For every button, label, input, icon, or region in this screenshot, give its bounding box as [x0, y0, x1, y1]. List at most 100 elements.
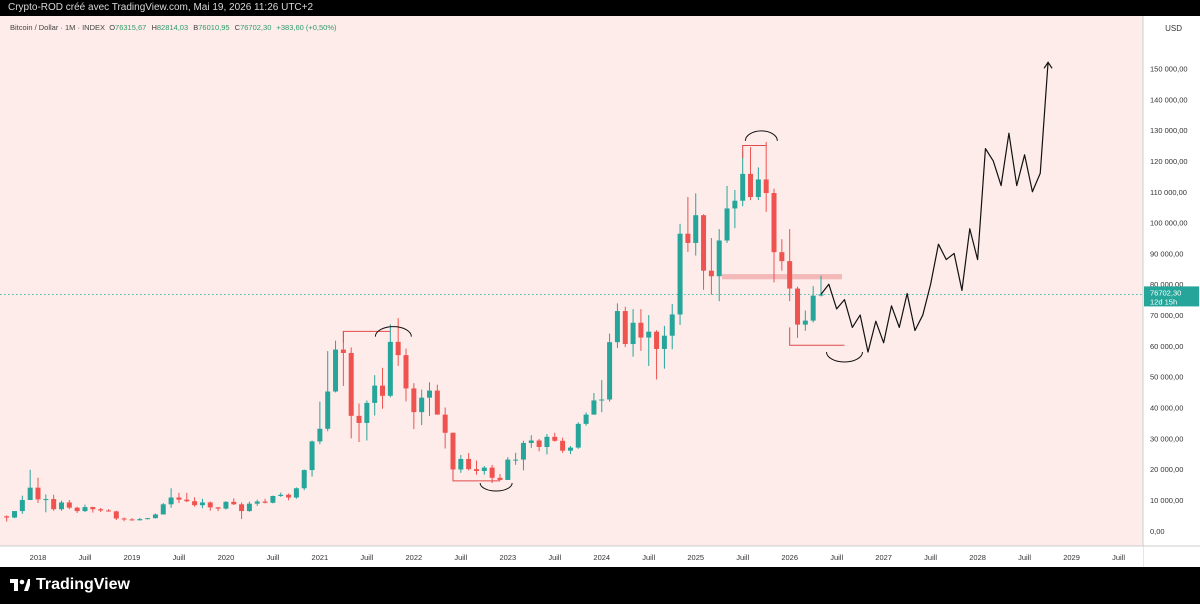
candle-body	[583, 414, 589, 424]
candle-body	[716, 240, 722, 277]
y-tick-label: 90 000,00	[1150, 249, 1183, 258]
candle-body	[701, 215, 707, 271]
candle-body	[262, 501, 268, 503]
y-tick-label: 120 000,00	[1150, 157, 1188, 166]
candle-body	[168, 497, 174, 505]
candle-body	[607, 342, 613, 400]
x-tick-label: 2024	[593, 553, 610, 562]
top-bracket-2021	[342, 330, 391, 343]
candle-body	[317, 428, 323, 442]
x-tick-label: 2018	[30, 553, 47, 562]
candle-body	[66, 502, 72, 508]
candle-body	[309, 441, 315, 471]
symbol-legend: Bitcoin / Dollar · 1M · INDEX O76315,67 …	[10, 23, 340, 32]
open-label: O	[109, 23, 116, 32]
x-tick-label: 2021	[312, 553, 329, 562]
candle-body	[90, 507, 96, 510]
x-tick-label: 2027	[875, 553, 892, 562]
y-tick-label: 110 000,00	[1150, 188, 1187, 197]
y-tick-label: 150 000,00	[1150, 65, 1188, 74]
chart-frame[interactable]: 0,00 10 000,00 20 000,00 30 000,00 40 000,00…	[0, 16, 1200, 567]
candle-body	[442, 414, 448, 433]
candle-body	[771, 193, 777, 253]
candle-body	[567, 447, 573, 451]
candle-body	[481, 467, 487, 472]
candle-body	[810, 295, 816, 321]
x-tick-label: Juill	[642, 553, 655, 562]
candle-body	[199, 502, 205, 506]
projection-arrowhead	[1043, 61, 1053, 69]
close-value: 76702,30	[240, 23, 272, 32]
candle-body	[113, 511, 119, 519]
candle-body	[380, 385, 386, 396]
candle-body	[129, 519, 135, 521]
y-tick-label: 10 000,00	[1150, 496, 1183, 505]
candle-body	[340, 349, 346, 353]
candle-body	[372, 385, 378, 403]
x-tick-label: Juill	[454, 553, 467, 562]
x-tick-label: 2025	[687, 553, 704, 562]
candle-body	[348, 352, 354, 416]
candle-body	[763, 179, 769, 194]
candle-body	[755, 179, 761, 198]
x-tick-label: Juill	[1112, 553, 1125, 562]
time-axis[interactable]	[0, 546, 1143, 567]
candle-body	[489, 467, 495, 478]
candle-body	[293, 488, 299, 498]
candle-body	[434, 390, 440, 415]
candle-body	[246, 503, 252, 512]
candle-body	[239, 504, 245, 512]
arc-top-2025	[744, 130, 778, 141]
candle-body	[270, 495, 276, 503]
chart-caption: Crypto-ROD créé avec TradingView.com, Ma…	[8, 2, 314, 13]
candle-body	[364, 402, 370, 423]
candle-body	[4, 516, 10, 518]
candle-body	[630, 322, 636, 345]
candle-body	[552, 436, 558, 441]
candle-body	[223, 501, 229, 509]
x-tick-label: Juill	[548, 553, 561, 562]
candle-body	[685, 233, 691, 243]
candle-body	[58, 502, 64, 510]
candle-body	[646, 331, 652, 338]
candle-body	[779, 252, 785, 262]
arc-bottom-2022	[479, 482, 513, 492]
resistance-zone	[722, 274, 842, 280]
candle-body	[301, 470, 307, 489]
x-tick-label: Juill	[79, 553, 92, 562]
footer-bar: TradingView	[0, 567, 1200, 604]
high-label: H	[151, 23, 157, 32]
candle-body	[654, 331, 660, 349]
candle-body	[669, 314, 675, 336]
candle-body	[599, 399, 605, 401]
candle-body	[560, 440, 566, 451]
y-tick-label: 50 000,00	[1150, 373, 1183, 382]
current-price-badge[interactable]	[1144, 286, 1199, 307]
candle-body	[787, 261, 793, 289]
candle-body	[333, 349, 339, 392]
x-tick-label: Juill	[736, 553, 749, 562]
y-tick-label: 30 000,00	[1150, 434, 1183, 443]
y-tick-label: 100 000,00	[1150, 219, 1188, 228]
candle-body	[505, 459, 511, 480]
candle-body	[43, 499, 49, 501]
tradingview-logo[interactable]: TradingView	[10, 576, 130, 594]
y-tick-label: 0,00	[1150, 527, 1165, 536]
currency-label[interactable]: USD	[1165, 24, 1182, 33]
y-tick-label: 80 000,00	[1150, 280, 1183, 289]
candle-body	[137, 519, 143, 521]
candle-body	[473, 469, 479, 472]
plot-background[interactable]	[0, 16, 1143, 546]
candle-body	[325, 391, 331, 429]
candle-body	[145, 518, 151, 520]
candle-body	[622, 311, 628, 345]
candle-body	[614, 311, 620, 343]
candlestick-chart[interactable]: 0,00 10 000,00 20 000,00 30 000,00 40 000,00…	[0, 16, 1200, 567]
y-tick-label: 140 000,00	[1150, 95, 1188, 104]
top-caption-bar: Crypto-ROD créé avec TradingView.com, Ma…	[0, 0, 1200, 16]
candle-body	[356, 415, 362, 423]
top-bracket-2025	[742, 145, 767, 158]
x-tick-label: 2023	[499, 553, 516, 562]
x-tick-label: 2020	[218, 553, 235, 562]
arc-bottom-2026	[825, 351, 863, 363]
